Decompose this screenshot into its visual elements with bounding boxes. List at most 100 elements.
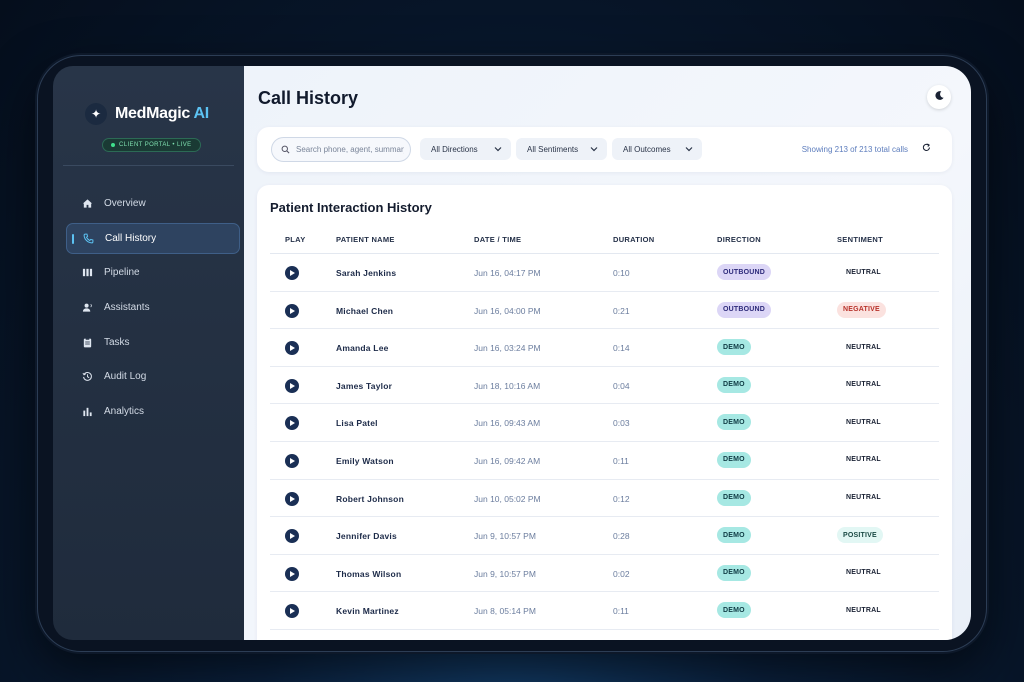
patient-name[interactable]: Michael Chen (336, 305, 394, 316)
column-header-duration[interactable]: DURATION (613, 235, 655, 244)
call-duration: 0:10 (613, 268, 630, 278)
patient-name[interactable]: Kevin Martinez (336, 606, 399, 617)
direction-badge: DEMO (717, 451, 751, 468)
sentiment-badge: POSITIVE (837, 527, 883, 544)
sentiment-badge: NEUTRAL (846, 606, 881, 614)
call-duration: 0:28 (613, 531, 630, 542)
direction-badge: DEMO (717, 414, 751, 431)
call-duration: 0:11 (613, 455, 629, 466)
table-row[interactable]: Thomas Wilson Jun 9, 10:57 PM 0:02 DEMO NEUT… (270, 555, 939, 593)
sidebar-item-tasks[interactable]: Tasks (66, 327, 240, 358)
call-date-time: Jun 9, 10:57 PM (474, 568, 536, 579)
play-icon[interactable] (285, 341, 299, 356)
sidebar-item-overview[interactable]: Overview (66, 188, 240, 219)
sentiment-badge: NEUTRAL (846, 418, 881, 426)
patient-name[interactable]: Sarah Jenkins (336, 268, 397, 278)
table-row[interactable]: Robert Johnson Jun 10, 05:02 PM 0:12 DEMO NE… (270, 480, 939, 518)
direction-badge: DEMO (717, 376, 751, 393)
sentiment-badge: NEUTRAL (846, 268, 881, 276)
patient-name[interactable]: Lisa Patel (336, 418, 378, 429)
column-header-play: PLAY (285, 235, 306, 244)
sidebar-item-label: Call History (105, 232, 157, 244)
direction-badge: DEMO (717, 489, 751, 506)
table-header: PLAY PATIENT NAME DATE / TIME DURATION D… (270, 235, 939, 254)
filter-bar: All Directions All Sentiments All Outcom… (257, 127, 952, 172)
sidebar: ✦ MedMagic AI CLIENT PORTAL • LIVE Overv… (53, 66, 244, 640)
patient-name[interactable]: Thomas Wilson (336, 568, 402, 579)
table-row[interactable]: Michael Chen Jun 16, 04:00 PM 0:21 OUTBOUND… (270, 292, 939, 330)
brand[interactable]: ✦ MedMagic AI (85, 103, 209, 125)
play-icon[interactable] (285, 453, 299, 468)
sentiment-filter-select[interactable]: All Sentiments (516, 138, 607, 160)
results-count: Showing 213 of 213 total calls (801, 145, 908, 154)
chevron-down-icon (685, 145, 693, 154)
column-header-direction[interactable]: DIRECTION (717, 235, 761, 244)
outcome-filter-select[interactable]: All Outcomes (612, 138, 702, 160)
theme-toggle-button[interactable] (927, 85, 951, 109)
sidebar-item-audit-log[interactable]: Audit Log (66, 361, 240, 392)
assistant-icon (82, 302, 93, 313)
play-icon[interactable] (285, 491, 299, 506)
search-input[interactable] (296, 145, 404, 154)
direction-badge: DEMO (717, 339, 751, 356)
call-date-time: Jun 16, 04:00 PM (474, 305, 541, 316)
sidebar-item-analytics[interactable]: Analytics (66, 396, 240, 427)
table-row[interactable]: Emily Watson Jun 16, 09:42 AM 0:11 DEMO NEUT… (270, 442, 939, 480)
call-duration: 0:04 (613, 380, 630, 391)
sidebar-item-assistants[interactable]: Assistants (66, 292, 240, 323)
table-row[interactable]: Sarah Jenkins Jun 16, 04:17 PM 0:10 OUTBOUN… (270, 254, 939, 292)
column-header-patient-name[interactable]: PATIENT NAME (336, 235, 395, 244)
play-icon[interactable] (285, 378, 299, 393)
main-content: Call History All Directions All Sentimen… (244, 66, 971, 640)
direction-filter-select[interactable]: All Directions (420, 138, 511, 160)
patient-name[interactable]: Robert Johnson (336, 493, 404, 504)
sidebar-item-label: Assistants (104, 302, 150, 314)
direction-badge: OUTBOUND (717, 301, 772, 318)
sentiment-badge: NEUTRAL (846, 381, 881, 389)
column-header-sentiment[interactable]: SENTIMENT (837, 235, 884, 244)
patient-name[interactable]: Amanda Lee (336, 343, 389, 354)
patient-name[interactable]: Jennifer Davis (336, 531, 397, 542)
sidebar-item-label: Overview (104, 198, 146, 209)
sidebar-item-label: Pipeline (104, 267, 140, 279)
call-duration: 0:03 (613, 418, 630, 429)
search-icon (281, 141, 290, 159)
sidebar-item-label: Tasks (104, 336, 130, 348)
refresh-button[interactable] (920, 142, 932, 154)
sidebar-item-call-history[interactable]: Call History (66, 222, 240, 254)
table-body: Sarah Jenkins Jun 16, 04:17 PM 0:10 OUTBOUN… (270, 254, 939, 630)
call-duration: 0:02 (613, 568, 630, 579)
table-row[interactable]: Jennifer Davis Jun 9, 10:57 PM 0:28 DEMO POS… (270, 517, 939, 555)
direction-filter-value: All Directions (431, 144, 478, 154)
play-icon[interactable] (285, 566, 299, 581)
direction-badge: DEMO (717, 527, 751, 544)
play-icon[interactable] (285, 303, 299, 318)
search-box[interactable] (271, 137, 411, 162)
play-icon[interactable] (285, 266, 299, 280)
play-icon[interactable] (285, 529, 299, 544)
call-duration: 0:11 (613, 606, 629, 617)
phone-icon (83, 233, 94, 244)
home-icon (82, 198, 93, 209)
refresh-icon (922, 139, 931, 157)
patient-name[interactable]: Emily Watson (336, 455, 394, 466)
direction-badge: DEMO (717, 564, 751, 581)
patient-name[interactable]: James Taylor (336, 380, 393, 391)
sidebar-item-pipeline[interactable]: Pipeline (66, 257, 240, 288)
clipboard-icon (82, 337, 93, 348)
play-icon[interactable] (285, 416, 299, 431)
column-header-date-time[interactable]: DATE / TIME (474, 235, 522, 244)
table-row[interactable]: Kevin Martinez Jun 8, 05:14 PM 0:11 DEMO NEU… (270, 592, 939, 630)
play-icon[interactable] (285, 604, 299, 619)
app-screen: ✦ MedMagic AI CLIENT PORTAL • LIVE Overv… (53, 66, 971, 640)
outcome-filter-value: All Outcomes (623, 144, 671, 154)
call-date-time: Jun 10, 05:02 PM (474, 493, 541, 504)
call-date-time: Jun 16, 09:42 AM (474, 455, 541, 466)
table-row[interactable]: Amanda Lee Jun 16, 03:24 PM 0:14 DEMO NEUTRA… (270, 329, 939, 367)
sentiment-badge: NEUTRAL (846, 343, 881, 351)
table-row[interactable]: Lisa Patel Jun 16, 09:43 AM 0:03 DEMO NEUTRA… (270, 404, 939, 442)
chevron-down-icon (494, 145, 502, 154)
direction-badge: DEMO (717, 602, 751, 619)
sentiment-badge: NEGATIVE (837, 301, 886, 318)
table-row[interactable]: James Taylor Jun 18, 10:16 AM 0:04 DEMO NEUT… (270, 367, 939, 405)
